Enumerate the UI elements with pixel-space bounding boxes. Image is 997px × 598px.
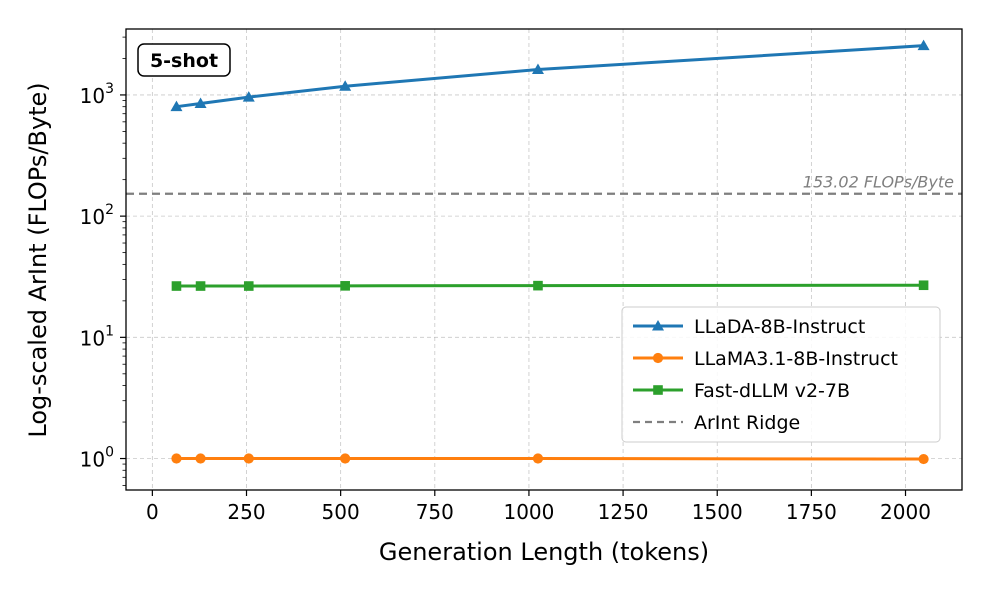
triangle-marker (531, 63, 544, 75)
square-marker (340, 281, 350, 291)
shot-annotation: 5-shot (137, 43, 231, 77)
circle-marker (171, 453, 182, 464)
series-line (176, 283, 924, 288)
legend-box (621, 306, 941, 443)
axis-ticks: 0 250 500 750 1000 1250 1500 1750 20001001011021… (80, 36, 931, 524)
circle-marker (195, 453, 206, 464)
triangle-marker (652, 320, 664, 331)
y-tick-label: 100 (80, 445, 114, 472)
y-tick-label: 101 (80, 323, 114, 350)
x-tick-label: 1750 (786, 500, 837, 524)
circle-marker (652, 352, 664, 364)
series-line (176, 457, 924, 461)
legend-label: ArInt Ridge (694, 412, 800, 434)
x-tick-label: 2000 (880, 500, 931, 524)
circle-marker (340, 453, 351, 464)
shot-annotation-text: 5-shot (150, 50, 218, 72)
square-marker (195, 281, 206, 291)
legend-label: LLaMA3.1-8B-Instruct (694, 348, 898, 370)
y-tick-label: 103 (80, 81, 114, 108)
y-tick-label-base: 10 (80, 84, 105, 108)
x-tick-label: 1500 (692, 500, 743, 524)
circle-marker (243, 453, 254, 464)
triangle-marker (917, 39, 930, 51)
square-marker (533, 280, 543, 291)
triangle-marker (242, 91, 255, 102)
y-tick-label: 102 (80, 202, 114, 229)
x-tick-label: 0 (146, 500, 159, 524)
square-marker (653, 385, 663, 395)
y-tick-label-exponent: 1 (105, 323, 114, 339)
y-tick-label-base: 10 (80, 326, 105, 350)
triangle-marker (194, 97, 207, 108)
y-tick-label-exponent: 3 (105, 81, 114, 97)
y-tick-label-exponent: 2 (105, 202, 114, 218)
square-marker (918, 280, 929, 291)
y-tick-label-base: 10 (80, 448, 105, 472)
triangle-marker (170, 100, 183, 112)
x-tick-label: 500 (322, 500, 360, 524)
y-axis-label: Log-scaled ArInt (FLOPs/Byte) (24, 82, 52, 437)
plot-frame (125, 28, 963, 491)
x-tick-label: 250 (227, 500, 265, 524)
series-line (176, 44, 924, 109)
series-lines (170, 39, 930, 465)
square-marker (171, 281, 182, 291)
shot-annotation-box (137, 43, 231, 77)
x-tick-label: 750 (416, 500, 454, 524)
square-marker (243, 281, 254, 291)
legend-label: Fast-dLLM v2-7B (694, 380, 850, 402)
circle-marker (918, 453, 929, 465)
x-tick-label: 1250 (598, 500, 649, 524)
reference-line-group: 153.02 FLOPs/Byte (126, 173, 962, 195)
x-axis-label: Generation Length (tokens) (379, 538, 709, 566)
x-tick-label: 1000 (503, 500, 554, 524)
ridge-label: 153.02 FLOPs/Byte (803, 173, 954, 192)
y-tick-label-base: 10 (80, 205, 105, 229)
y-tick-label-exponent: 0 (105, 445, 114, 461)
triangle-marker (339, 80, 352, 91)
circle-marker (532, 453, 544, 464)
legend-label: LLaDA-8B-Instruct (694, 316, 865, 338)
legend: LLaDA-8B-Instruct LLaMA3.1-8B-Instruct Fas… (621, 306, 941, 443)
